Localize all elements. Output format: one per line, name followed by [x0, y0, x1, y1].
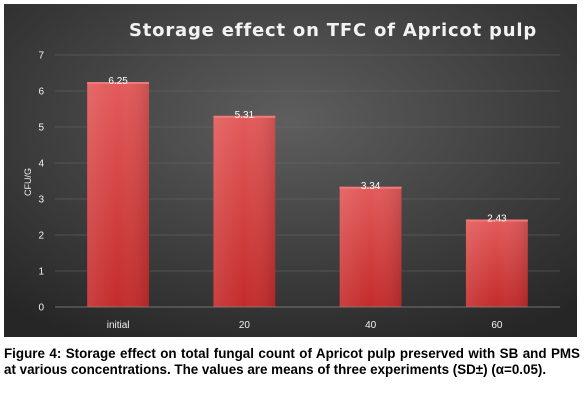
y-tick-label: 1: [38, 267, 44, 278]
bar-top-edge: [213, 115, 276, 118]
y-tick-label: 3: [38, 195, 44, 206]
bar-top-edge: [339, 186, 402, 189]
y-tick-label: 0: [38, 303, 44, 314]
x-tick-label-initial: initial: [107, 320, 130, 331]
bar-sheen: [213, 115, 276, 307]
figure-caption: Figure 4: Storage effect on total fungal…: [4, 346, 580, 377]
x-tick-label-20: 20: [239, 320, 251, 331]
x-tick-label-40: 40: [365, 320, 377, 331]
chart-title: Storage effect on TFC of Apricot pulp: [129, 20, 537, 41]
data-labels: 6.25 5.31 3.34 2.43: [108, 76, 507, 225]
bar-top-edge: [87, 82, 150, 84]
y-tick-label: 6: [38, 87, 44, 98]
chart-container: Storage effect on TFC of Apricot pulp CF…: [4, 4, 577, 337]
bar-sheen: [87, 82, 150, 307]
y-tick-label: 5: [38, 123, 44, 134]
data-label-40: 3.34: [361, 181, 381, 192]
data-label-20: 5.31: [235, 110, 255, 121]
bar-sheen: [339, 186, 402, 307]
bar-chart: Storage effect on TFC of Apricot pulp CF…: [4, 4, 577, 337]
y-tick-label: 4: [38, 159, 44, 170]
bars: [87, 82, 528, 307]
y-axis-ticks: 0 1 2 3 4 5 6 7: [38, 51, 44, 314]
y-axis-label: CFU/G: [23, 168, 33, 196]
data-label-initial: 6.25: [108, 76, 128, 87]
x-axis-ticks: initial 20 40 60: [107, 320, 503, 331]
bar-sheen: [465, 219, 528, 307]
data-label-60: 2.43: [487, 214, 507, 225]
x-tick-label-60: 60: [491, 320, 503, 331]
y-tick-label: 7: [38, 51, 44, 62]
y-tick-label: 2: [38, 231, 44, 242]
bar-top-edge: [465, 219, 528, 222]
